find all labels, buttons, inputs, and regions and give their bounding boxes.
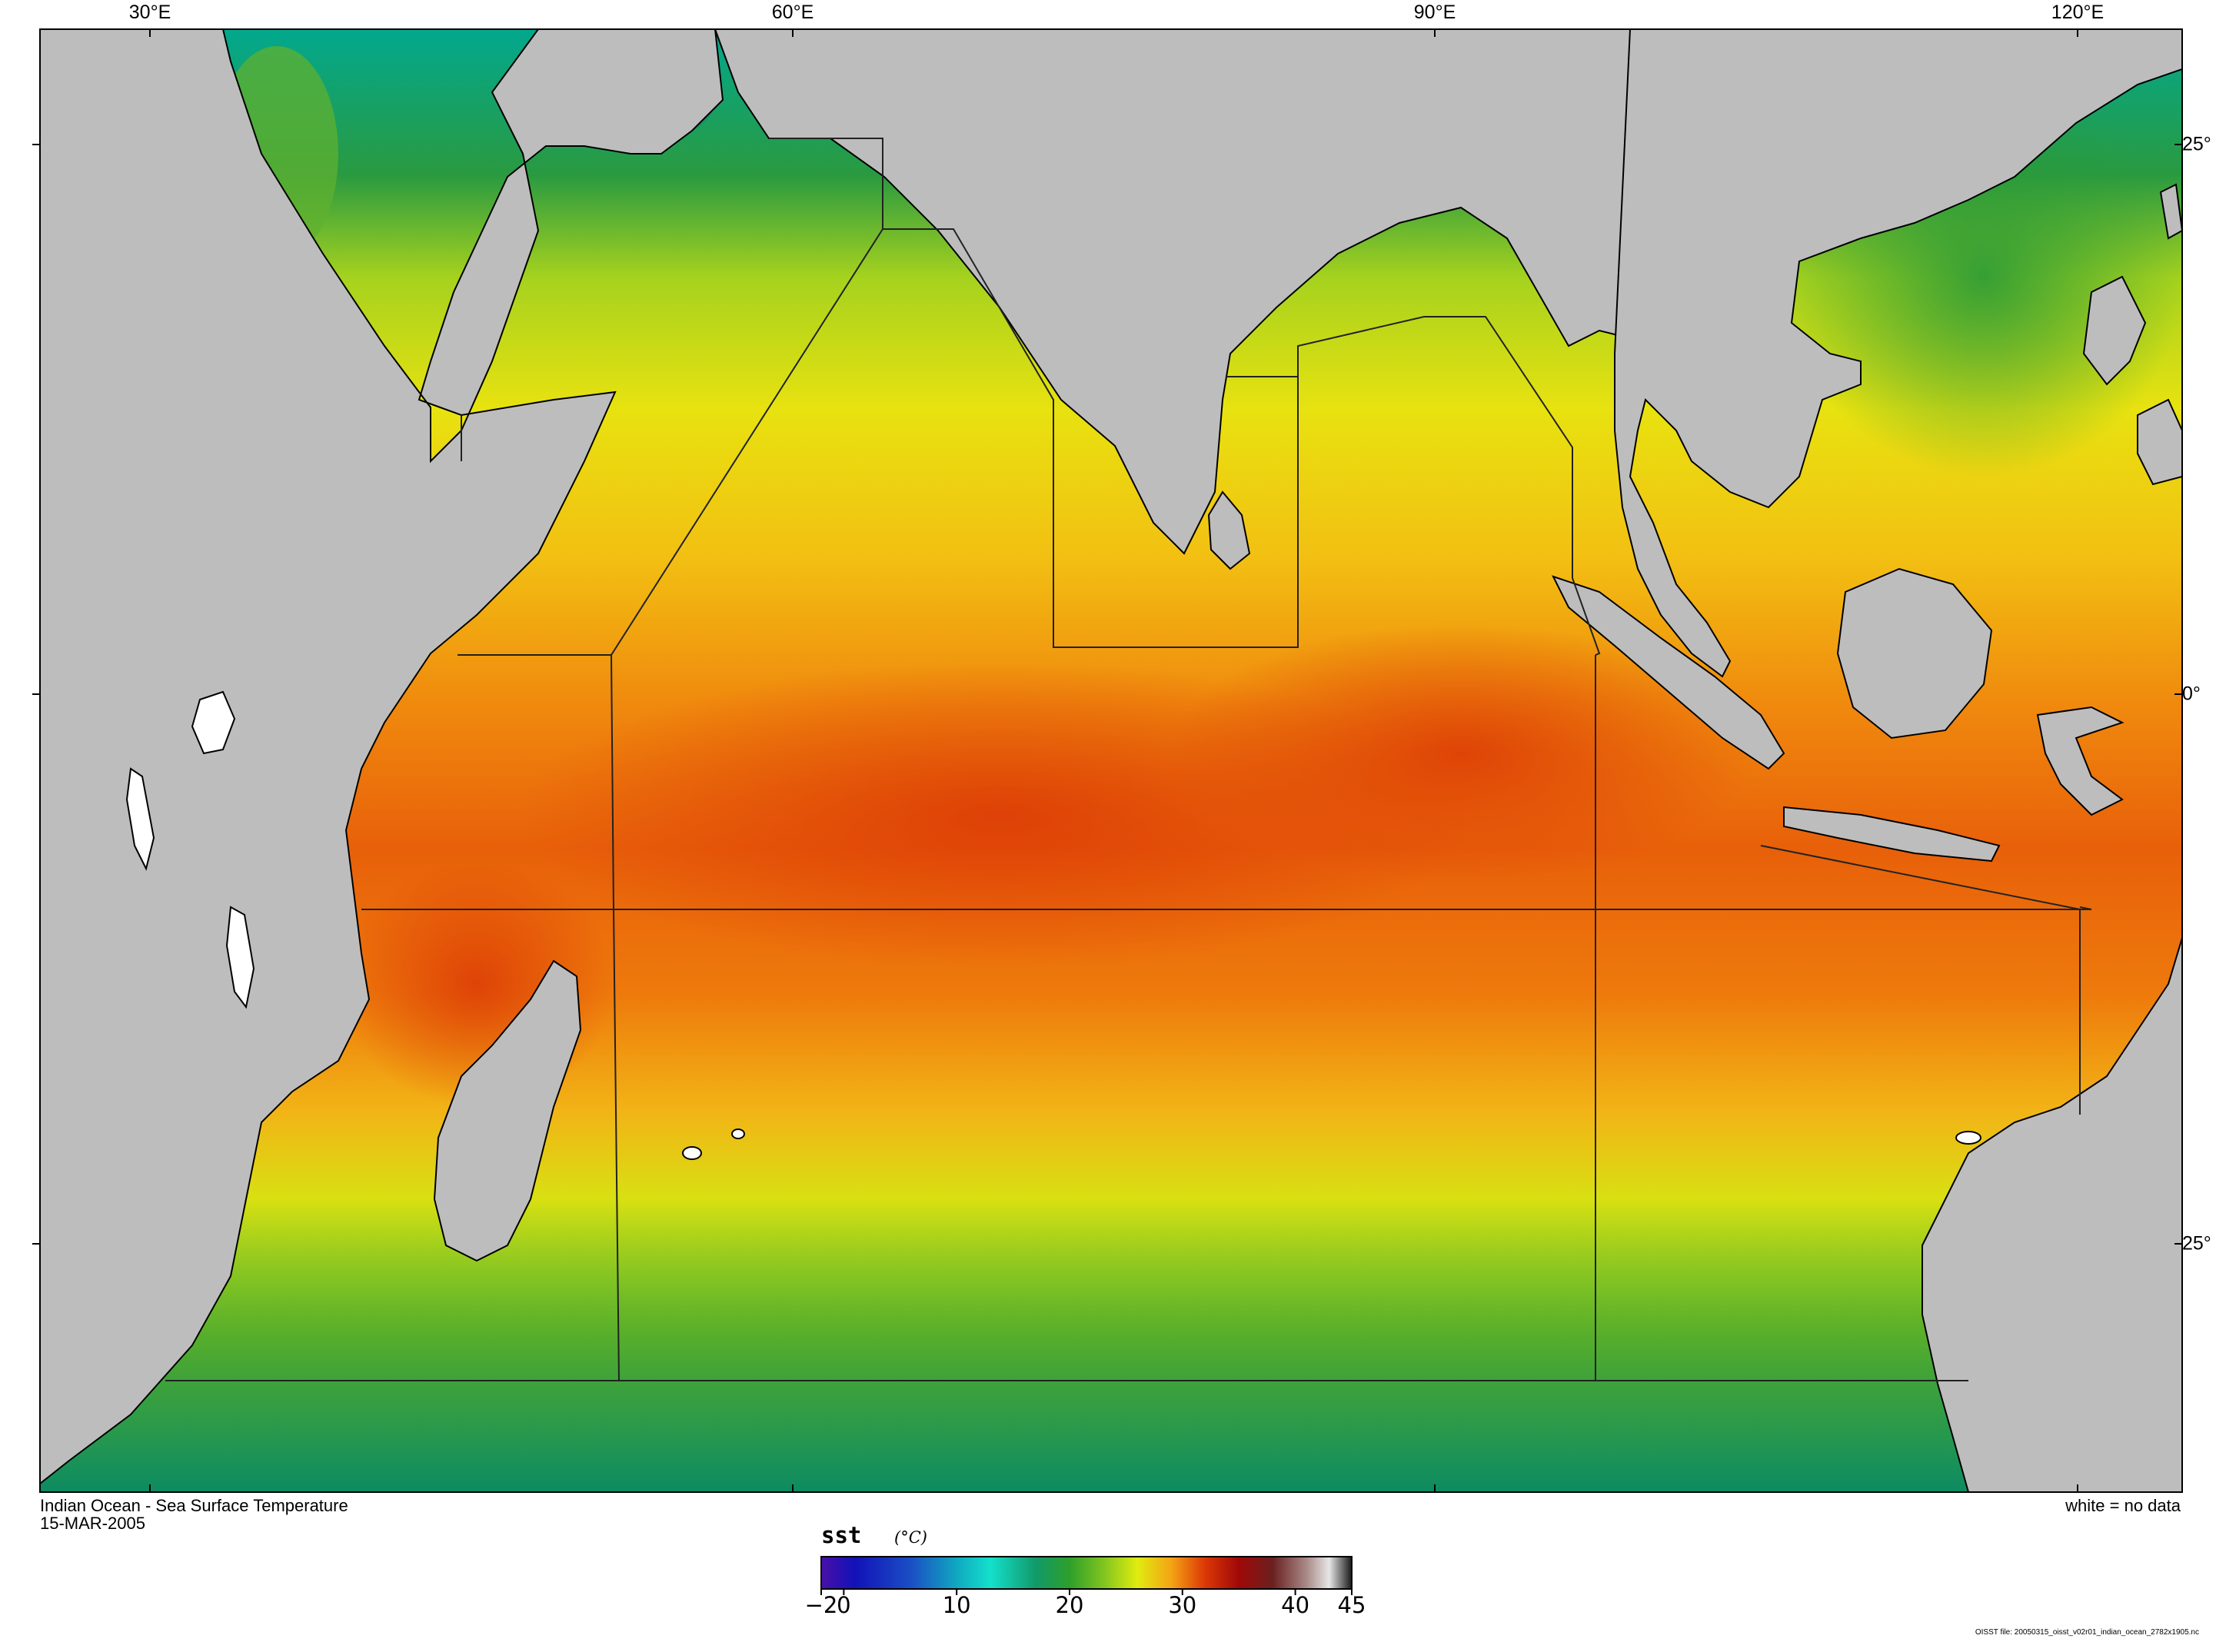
colorbar-ticks [820,1589,1353,1595]
region-outlines [165,138,2092,1381]
colorbar [820,1556,1353,1595]
land [40,29,2182,1492]
no-data-islands [125,690,1981,1160]
lat-label-25s: 25° [2182,1232,2211,1255]
colorbar-unit: (°C) [894,1528,927,1547]
map-frame [39,28,2183,1493]
lon-ticks [149,29,2078,1492]
colorbar-tick-label: 45 [1337,1592,1366,1618]
colorbar-tick-label: 10 [942,1592,971,1618]
colorbar-tick-label: 0 [837,1592,851,1618]
colorbar-tick-label: 20 [1055,1592,1084,1618]
warm-pool-east [1169,623,1753,884]
colorbar-gradient [820,1556,1353,1590]
lat-label-0: 0° [2182,683,2201,705]
colorbar-tick-label: 40 [1281,1592,1310,1618]
map-title: Indian Ocean - Sea Surface Temperature [40,1496,348,1515]
lon-label-30e: 30°E [128,2,171,23]
lat-label-25n: 25° [2182,133,2211,155]
source-note: OISST file: 20050315_oisst_v02r01_indian… [1975,1628,2199,1637]
colorbar-tick-label: −2 [804,1592,838,1618]
southern-ocean-band [40,1199,2182,1492]
lon-label-90e: 90°E [1413,2,1456,23]
no-data-note: white = no data [2065,1496,2181,1515]
colorbar-tick-label: 30 [1168,1592,1197,1618]
colorbar-variable: sst [821,1522,862,1548]
lon-label-120e: 120°E [2051,2,2105,23]
lat-ticks [32,144,2182,1245]
map-date: 15-MAR-2005 [40,1514,145,1533]
lon-label-60e: 60°E [771,2,814,23]
